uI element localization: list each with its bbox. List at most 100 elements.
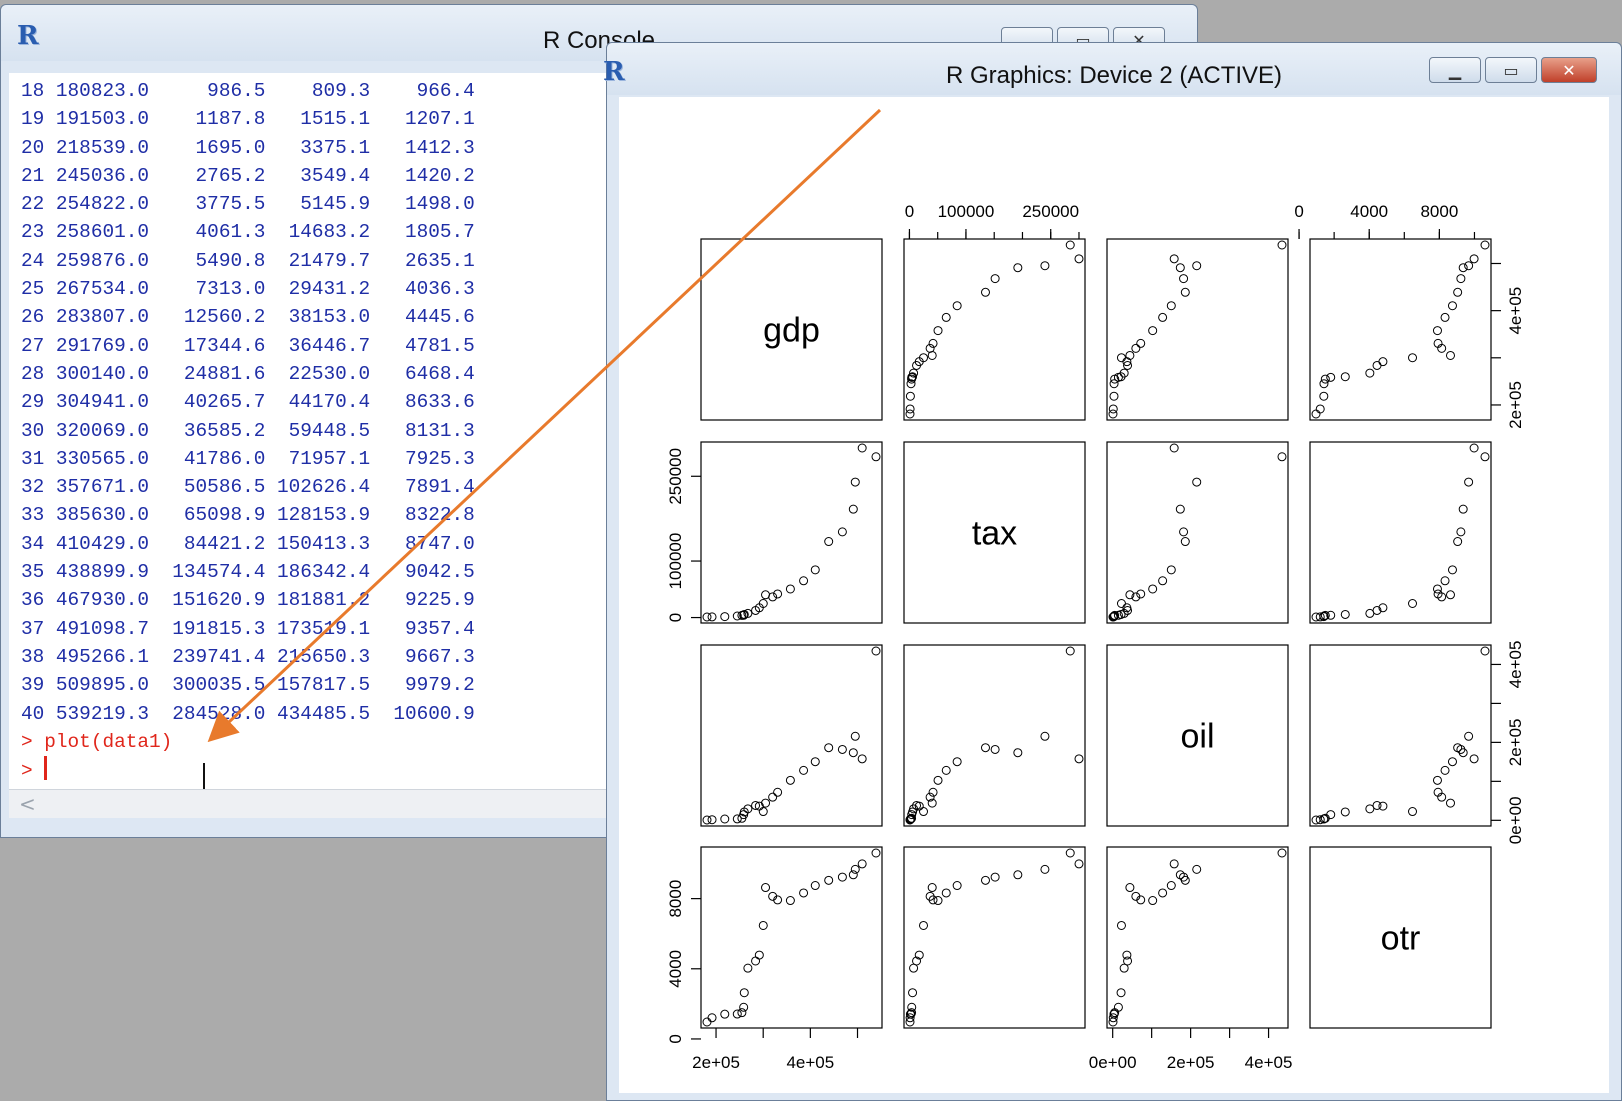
point-gdp-vs-otr: [1456, 274, 1466, 284]
point-gdp-vs-otr: [1445, 350, 1455, 360]
console-output-line: 29 304941.0 40265.7 44170.4 8633.6: [21, 391, 475, 414]
point-oil-vs-gdp: [768, 792, 778, 802]
point-gdp-vs-oil: [1109, 391, 1119, 401]
point-tax-vs-otr: [1372, 605, 1382, 615]
point-otr-vs-gdp: [739, 988, 749, 998]
scatterplot-matrix: gdp tax oil otr 0 100000 250000 0 4000 8000 2e+05 4…: [666, 202, 1525, 1072]
point-tax-vs-oil: [1131, 592, 1141, 602]
right-axis-label-gdp: 2e+05: [1506, 381, 1525, 429]
point-otr-vs-tax: [914, 950, 924, 960]
point-otr-vs-tax: [941, 888, 951, 898]
point-gdp-vs-tax: [952, 301, 962, 311]
point-otr-vs-gdp: [702, 1017, 712, 1027]
panel-otr-otr: [1309, 846, 1492, 1029]
point-tax-vs-oil: [1125, 590, 1135, 600]
point-otr-vs-gdp: [761, 883, 771, 893]
panel-oil-oil: [1106, 644, 1289, 827]
panel-gdp-oil: [1106, 238, 1289, 421]
point-tax-vs-gdp: [720, 612, 730, 622]
point-tax-vs-oil: [1180, 537, 1190, 547]
graphics-titlebar[interactable]: R R Graphics: Device 2 (ACTIVE) ▁ ▭ ✕: [603, 43, 1621, 95]
point-tax-vs-otr: [1458, 504, 1468, 514]
point-oil-vs-tax: [1065, 646, 1075, 656]
console-output-lines: 18 180823.0 986.5 809.3 966.4 19 191503.…: [9, 73, 639, 728]
point-oil-vs-gdp: [824, 743, 834, 753]
point-tax-vs-otr: [1453, 537, 1463, 547]
point-gdp-vs-oil: [1116, 353, 1126, 363]
point-gdp-vs-tax: [1040, 261, 1050, 271]
point-tax-vs-otr: [1469, 443, 1479, 453]
panel-oil-otr: [1309, 644, 1492, 827]
point-gdp-vs-oil: [1148, 326, 1158, 336]
point-oil-vs-otr: [1365, 804, 1375, 814]
point-oil-vs-tax: [1013, 748, 1023, 758]
point-gdp-vs-tax: [908, 372, 918, 382]
point-tax-vs-gdp: [850, 477, 860, 487]
console-output-line: 26 283807.0 12560.2 38153.0 4445.6: [21, 306, 475, 329]
point-oil-vs-otr: [1447, 757, 1457, 767]
point-gdp-vs-otr: [1453, 287, 1463, 297]
point-oil-vs-otr: [1458, 748, 1468, 758]
point-gdp-vs-oil: [1136, 338, 1146, 348]
console-output-line: 23 258601.0 4061.3 14683.2 1805.7: [21, 221, 475, 244]
point-tax-vs-otr: [1315, 612, 1325, 622]
point-oil-vs-otr: [1464, 731, 1474, 741]
point-otr-vs-gdp: [754, 950, 764, 960]
point-tax-vs-oil: [1136, 589, 1146, 599]
point-oil-vs-tax: [925, 792, 935, 802]
point-oil-vs-gdp: [799, 765, 809, 775]
point-oil-vs-gdp: [785, 775, 795, 785]
point-tax-vs-oil: [1277, 452, 1287, 462]
right-axis-label-oil: 2e+05: [1506, 719, 1525, 767]
point-gdp-vs-otr: [1432, 326, 1442, 336]
graphics-maximize-button[interactable]: ▭: [1485, 57, 1537, 83]
scroll-left-arrow-icon[interactable]: <: [19, 792, 36, 816]
point-gdp-vs-oil: [1109, 379, 1119, 389]
bottom-axis-label-oil: 0e+00: [1089, 1053, 1137, 1072]
point-oil-vs-gdp: [773, 787, 783, 797]
ibeam-cursor-icon: [203, 763, 205, 791]
r-graphics-window[interactable]: R R Graphics: Device 2 (ACTIVE) ▁ ▭ ✕ gd…: [603, 42, 1622, 1101]
point-otr-vs-gdp: [785, 896, 795, 906]
point-otr-vs-gdp: [837, 872, 847, 882]
bottom-axis-label-oil: 2e+05: [1167, 1053, 1215, 1072]
console-output-line: 27 291769.0 17344.6 36446.7 4781.5: [21, 334, 475, 357]
bottom-axis-label-gdp: 4e+05: [786, 1053, 834, 1072]
bottom-axis-label-oil: 4e+05: [1245, 1053, 1293, 1072]
point-gdp-vs-oil: [1277, 240, 1287, 250]
point-gdp-vs-otr: [1319, 379, 1329, 389]
point-gdp-vs-otr: [1447, 301, 1457, 311]
point-oil-vs-tax: [952, 757, 962, 767]
console-output-line: 37 491098.7 191815.3 173519.1 9357.4: [21, 617, 475, 640]
console-output[interactable]: 18 180823.0 986.5 809.3 966.4 19 191503.…: [9, 73, 639, 789]
point-gdp-vs-tax: [907, 372, 917, 382]
point-oil-vs-gdp: [707, 815, 717, 825]
point-tax-vs-gdp: [707, 612, 717, 622]
point-otr-vs-gdp: [743, 963, 753, 973]
point-gdp-vs-tax: [906, 379, 916, 389]
point-tax-vs-oil: [1109, 611, 1119, 621]
top-axis-label-tax: 250000: [1022, 202, 1079, 221]
panel-oil-tax: [903, 644, 1086, 827]
point-oil-vs-otr: [1432, 775, 1442, 785]
point-otr-vs-gdp: [857, 859, 867, 869]
graphics-minimize-button[interactable]: ▁: [1429, 57, 1481, 83]
console-titlebar[interactable]: R R Console ▁ ▭ ✕: [1, 5, 1197, 61]
point-gdp-vs-tax: [1074, 254, 1084, 264]
console-prompt: >: [21, 760, 45, 783]
point-otr-vs-gdp: [850, 864, 860, 874]
point-tax-vs-otr: [1433, 589, 1443, 599]
point-otr-vs-gdp: [751, 956, 761, 966]
point-oil-vs-tax: [909, 804, 919, 814]
point-tax-vs-gdp: [857, 443, 867, 453]
point-oil-vs-otr: [1445, 798, 1455, 808]
point-otr-vs-gdp: [810, 881, 820, 891]
console-input-line[interactable]: >: [9, 756, 639, 785]
point-otr-vs-tax: [933, 896, 943, 906]
point-oil-vs-otr: [1440, 765, 1450, 775]
point-otr-vs-gdp: [848, 870, 858, 880]
graphics-close-button[interactable]: ✕: [1541, 57, 1597, 83]
point-tax-vs-oil: [1110, 610, 1120, 620]
console-horizontal-scrollbar[interactable]: <: [9, 789, 639, 818]
console-output-line: 36 467930.0 151620.9 181881.2 9225.9: [21, 589, 475, 612]
